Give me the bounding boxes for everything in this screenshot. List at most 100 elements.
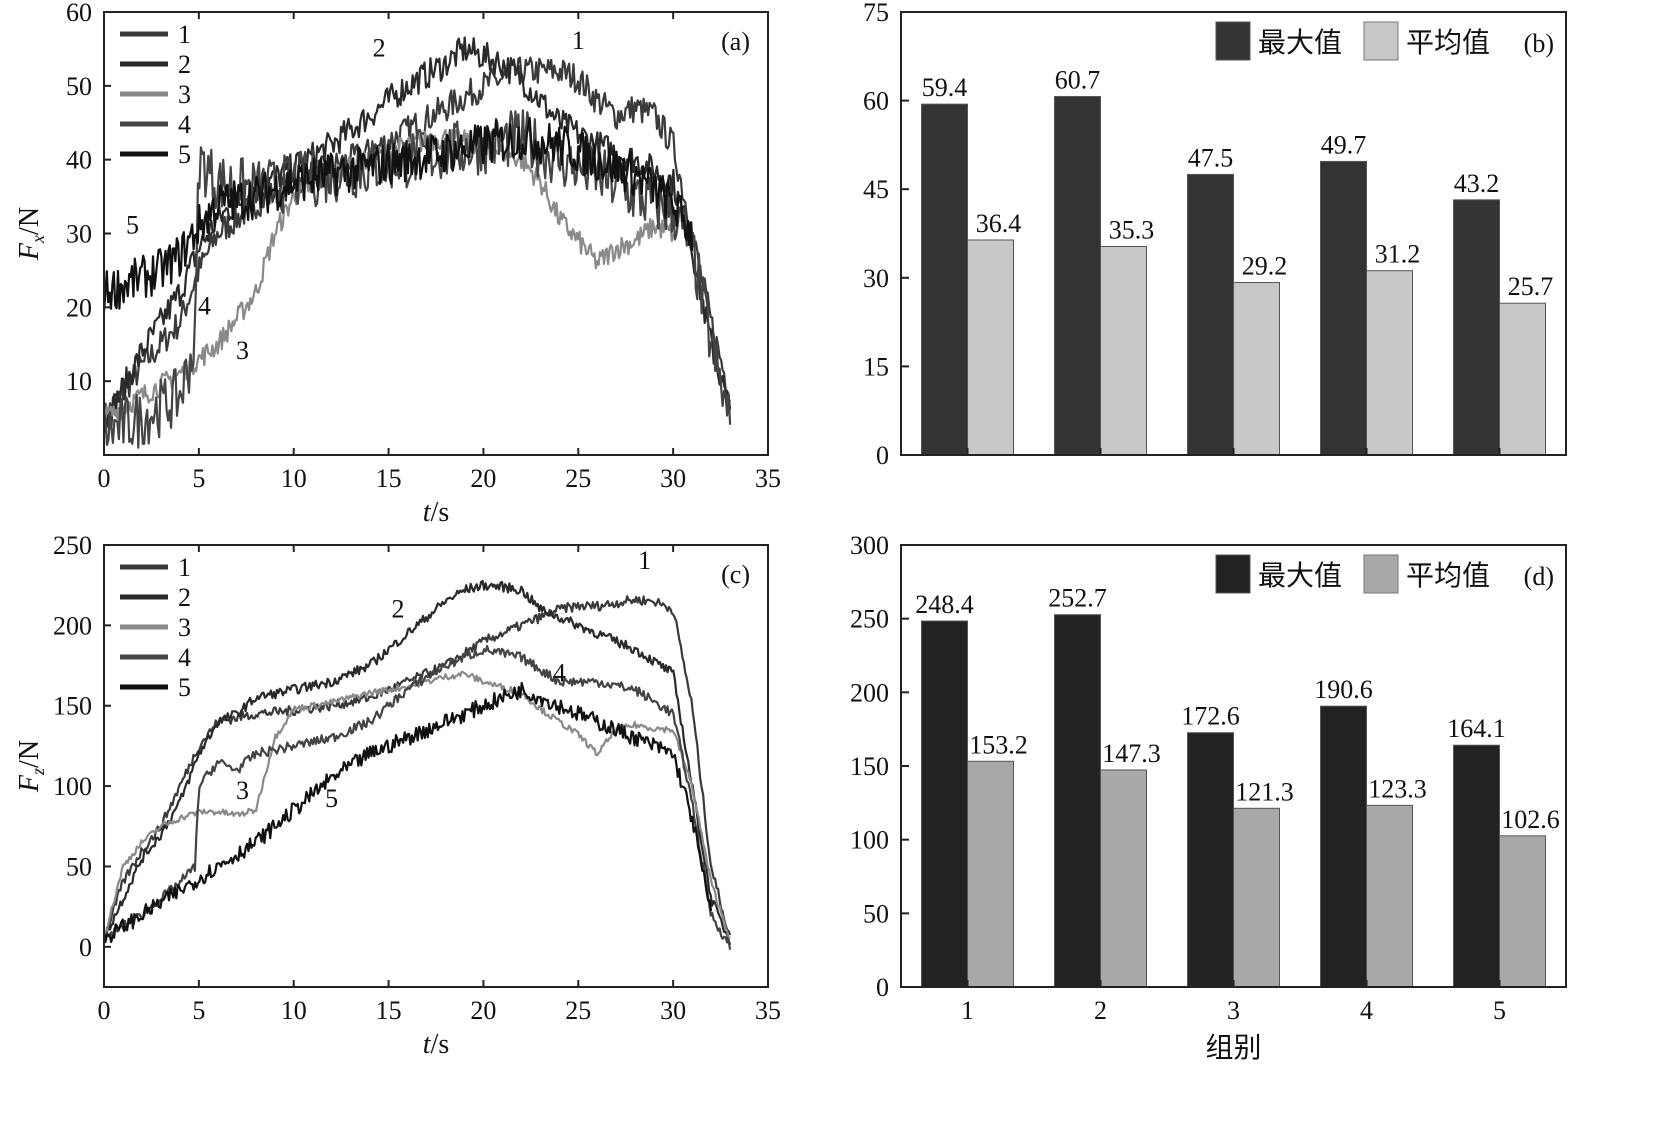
y-tick-label: 10 [66,367,92,396]
y-tick-label: 30 [863,264,889,293]
curve-label-4: 4 [553,659,566,688]
bar-value-label: 164.1 [1447,714,1506,743]
bar-value-label: 29.2 [1242,252,1288,281]
x-axis-title-unit: /s [431,497,450,528]
bar-mean-1 [967,239,1014,456]
bar-mean-5 [1499,302,1546,456]
x-tick-label: 20 [470,464,496,493]
legend-label-mean: 平均值 [1406,26,1490,59]
x-axis-title: 组别 [1205,1031,1261,1064]
bar-mean-2 [1100,245,1147,456]
y-tick-label: 300 [850,531,889,560]
bar-mean-1 [967,760,1014,988]
bar-max-2 [1054,614,1101,988]
y-axis-title-var: F [14,242,45,261]
series-line-3 [102,670,731,943]
bar-value-label: 59.4 [922,73,968,102]
bar-value-label: 25.7 [1508,272,1554,301]
bar-max-3 [1187,173,1234,456]
legend: 最大值 平均值 [1215,554,1490,594]
bar-max-1 [921,620,968,988]
legend-label-2: 2 [178,583,191,612]
legend-label-max: 最大值 [1258,559,1342,592]
y-tick-label: 150 [850,752,889,781]
y-tick-label: 100 [53,772,92,801]
y-tick-label: 60 [66,0,92,27]
bar-value-label: 147.3 [1102,739,1161,768]
bar-value-label: 60.7 [1055,65,1101,94]
legend-swatch-mean [1363,554,1399,594]
x-tick-label: 30 [660,464,686,493]
bar-max-4 [1320,160,1367,456]
y-tick-label: 15 [863,352,889,381]
y-axis-title: Fx/N [14,207,48,261]
bar-max-2 [1054,95,1101,456]
y-tick-label: 250 [53,531,92,560]
panel-label: (a) [721,27,750,56]
bar-value-label: 123.3 [1368,774,1427,803]
y-tick-label: 50 [863,899,889,928]
curve-label-4: 4 [198,292,211,321]
x-tick-label: 20 [470,996,496,1025]
panel-c-line-chart: 0 5 10 15 20 25 30 35050100150200250t/sFz/N1234… [14,531,781,1060]
x-axis-title: t/s [423,497,449,528]
y-tick-label: 50 [66,852,92,881]
legend-label-4: 4 [178,110,191,139]
curve-label-5: 5 [325,784,338,813]
series-line-1 [103,595,732,941]
x-tick-label: 0 [98,996,111,1025]
bar-max-5 [1453,744,1500,988]
curve-label-1: 1 [638,546,651,575]
x-tick-label: 5 [192,464,205,493]
y-axis-title-var: F [14,774,45,793]
y-tick-label: 0 [876,973,889,1002]
series-line-5 [102,681,713,944]
bar-value-label: 35.3 [1109,215,1155,244]
series-line-4 [102,109,732,449]
curve-label-2: 2 [373,33,386,62]
legend-label-4: 4 [178,643,191,672]
x-tick-label: 10 [281,996,307,1025]
curve-label-5: 5 [126,211,139,240]
panel-label: (d) [1524,562,1554,591]
bar-value-label: 172.6 [1181,702,1240,731]
legend-swatch-max [1215,554,1251,594]
panel-label: (c) [721,560,750,589]
bar-value-label: 190.6 [1314,675,1373,704]
series-line-2 [103,36,732,433]
bar-mean-5 [1499,835,1546,988]
y-tick-label: 150 [53,692,92,721]
bar-value-label: 252.7 [1048,584,1107,613]
y-tick-label: 60 [863,87,889,116]
y-tick-label: 50 [66,72,92,101]
panel-b-bar-chart: 0 15 30 45 60 75 59.4 36.4 60.7 35.3 47.5 29.2 49.7 3… [863,0,1567,470]
bar-value-label: 31.2 [1375,240,1421,269]
bar-value-label: 49.7 [1321,130,1367,159]
y-axis-title-sub: x [28,235,48,244]
plot-frame [900,11,1567,456]
bar-value-label: 102.6 [1501,805,1560,834]
x-axis-title-var: t [423,497,432,528]
bar-value-label: 43.2 [1454,169,1500,198]
x-tick-label: 30 [660,996,686,1025]
bar-max-1 [921,103,968,456]
x-tick-label: 10 [281,464,307,493]
x-tick-label: 0 [98,464,111,493]
x-axis-title: t/s [423,1029,449,1060]
legend-label-1: 1 [178,553,191,582]
x-tick-label: 5 [1493,996,1506,1025]
bar-value-label: 248.4 [915,590,974,619]
x-tick-label: 4 [1360,996,1373,1025]
y-tick-label: 0 [876,441,889,470]
panel-label: (b) [1524,29,1554,58]
x-tick-label: 25 [565,464,591,493]
x-tick-label: 15 [376,996,402,1025]
plot-frame [103,544,769,988]
y-tick-label: 45 [863,175,889,204]
series-line-4 [103,644,732,950]
legend-label-2: 2 [178,50,191,79]
legend-label-mean: 平均值 [1406,559,1490,592]
